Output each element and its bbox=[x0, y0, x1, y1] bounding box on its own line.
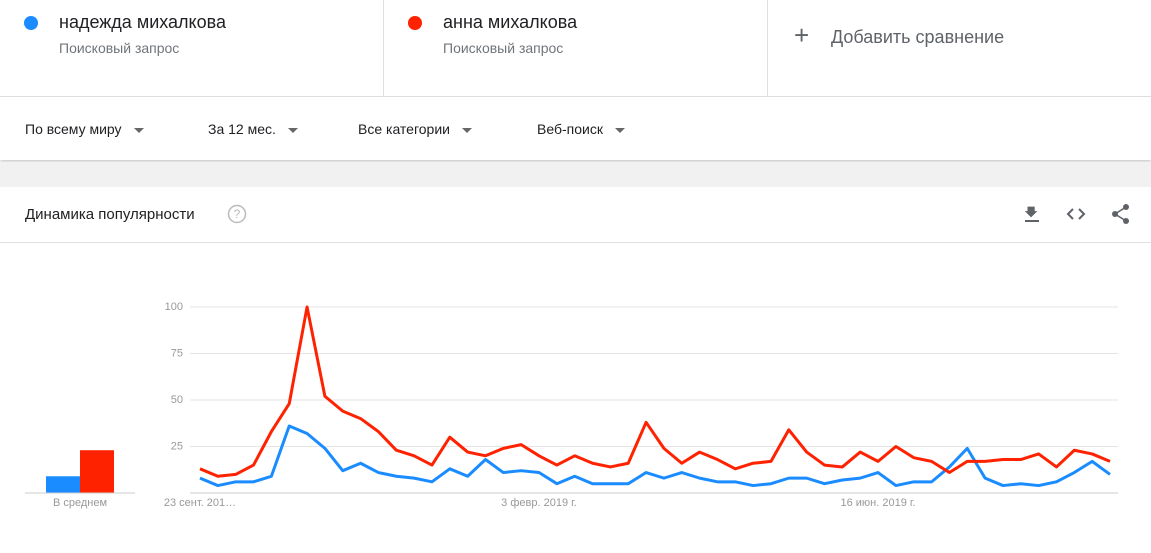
y-tick-label: 50 bbox=[171, 394, 183, 406]
y-tick-label: 100 bbox=[165, 301, 183, 313]
chart-title: Динамика популярности bbox=[25, 206, 195, 223]
y-tick-label: 25 bbox=[171, 440, 183, 452]
help-icon[interactable]: ? bbox=[227, 204, 247, 224]
x-tick-label: 3 февр. 2019 г. bbox=[501, 497, 577, 509]
term-name: анна михалкова bbox=[443, 12, 578, 32]
y-tick-label: 75 bbox=[171, 347, 183, 359]
term-dot bbox=[24, 16, 38, 30]
term-name: надежда михалкова bbox=[59, 12, 227, 32]
chart: 25 50 75 100 23 сент. 201… 3 февр. 2019 г. 16 … bbox=[25, 301, 1118, 509]
series-line bbox=[199, 305, 1111, 478]
term-type: Поисковый запрос bbox=[59, 40, 180, 56]
embed-icon[interactable] bbox=[1065, 204, 1087, 224]
plus-icon: + bbox=[794, 20, 810, 50]
average-bar bbox=[46, 476, 80, 493]
filter[interactable]: Все категории bbox=[358, 121, 472, 137]
share-icon[interactable] bbox=[1110, 203, 1132, 225]
filter-bar: По всему миру За 12 мес. Все категории В… bbox=[0, 97, 1151, 160]
average-label: В среднем bbox=[53, 497, 107, 509]
x-tick-label: 23 сент. 201… bbox=[164, 497, 236, 509]
filter[interactable]: Веб-поиск bbox=[537, 121, 625, 137]
filter[interactable]: По всему миру bbox=[25, 121, 144, 137]
average-bar bbox=[80, 450, 114, 493]
series-line bbox=[199, 424, 1111, 488]
term-cell[interactable]: анна михалкова Поисковый запрос bbox=[384, 0, 768, 97]
term-dot bbox=[408, 16, 422, 30]
separator-band bbox=[0, 162, 1151, 187]
add-compare-label: Добавить сравнение bbox=[831, 27, 1005, 47]
filter[interactable]: За 12 мес. bbox=[208, 121, 298, 137]
term-type: Поисковый запрос bbox=[443, 40, 564, 56]
add-compare[interactable]: + Добавить сравнение bbox=[768, 0, 1151, 97]
divider bbox=[0, 242, 1151, 243]
download-icon[interactable] bbox=[1022, 204, 1042, 224]
x-tick-label: 16 июн. 2019 г. bbox=[840, 497, 915, 509]
term-cell[interactable]: надежда михалкова Поисковый запрос bbox=[0, 0, 384, 97]
svg-text:?: ? bbox=[234, 207, 241, 221]
